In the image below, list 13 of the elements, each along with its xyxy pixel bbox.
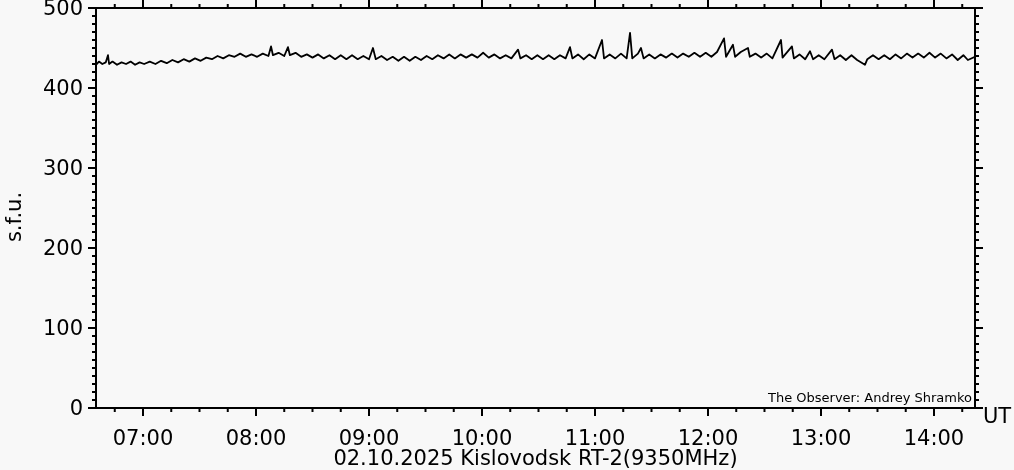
y-tick-label: 100 — [42, 316, 83, 340]
y-tick-label: 500 — [42, 0, 83, 20]
x-tick-label: 08:00 — [225, 426, 287, 450]
y-tick-label: 400 — [42, 76, 83, 100]
y-axis-title: s.f.u. — [2, 191, 26, 243]
x-tick-label: 14:00 — [903, 426, 965, 450]
y-tick-label: 200 — [42, 236, 83, 260]
annotation: The Observer: Andrey Shramko — [768, 390, 972, 406]
x-axis-title: UT — [983, 404, 1012, 428]
y-tick-label: 0 — [69, 396, 83, 420]
x-tick-label: 07:00 — [112, 426, 174, 450]
x-tick-label: 13:00 — [790, 426, 852, 450]
y-tick-label: 300 — [42, 156, 83, 180]
